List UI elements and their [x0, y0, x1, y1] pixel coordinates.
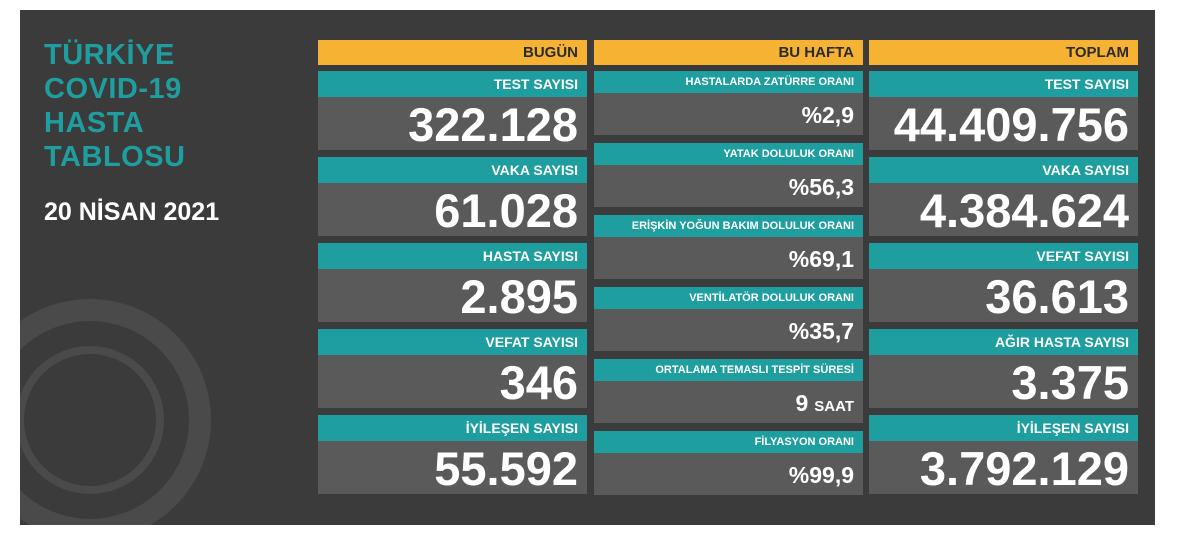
stat-value: %99,9 [594, 453, 863, 495]
stat-value: %2,9 [594, 93, 863, 135]
stat-label: AĞIR HASTA SAYISI [869, 329, 1138, 355]
value-text: %56,3 [788, 174, 854, 200]
emblem [20, 299, 211, 525]
value-text: 3.375 [1011, 356, 1129, 409]
stat-cell: YATAK DOLULUK ORANI %56,3 [594, 143, 863, 207]
stat-value: 36.613 [869, 269, 1138, 323]
stat-cell: İYİLEŞEN SAYISI 3.792.129 [869, 415, 1138, 495]
column: BU HAFTA HASTALARDA ZATÜRRE ORANI %2,9 YATA… [594, 40, 863, 495]
stat-value: 61.028 [318, 183, 587, 237]
value-text: 322.128 [408, 98, 578, 151]
value-text: 36.613 [985, 270, 1129, 323]
stat-label: TEST SAYISI [318, 71, 587, 97]
stat-cell: ORTALAMA TEMASLI TESPİT SÜRESİ 9 SAAT [594, 359, 863, 423]
stat-cell: VAKA SAYISI 61.028 [318, 157, 587, 237]
value-text: 55.592 [434, 442, 578, 495]
stat-cell: HASTA SAYISI 2.895 [318, 243, 587, 323]
stat-label: YATAK DOLULUK ORANI [594, 143, 863, 165]
date: 20 NİSAN 2021 [44, 198, 220, 226]
stat-label: HASTA SAYISI [318, 243, 587, 269]
stat-value: 3.792.129 [869, 441, 1138, 495]
title-line: COVID-19 [44, 73, 182, 105]
stat-label: TEST SAYISI [869, 71, 1138, 97]
stat-cell: FİLYASYON ORANI %99,9 [594, 431, 863, 495]
stat-value: 322.128 [318, 97, 587, 151]
stat-value: %35,7 [594, 309, 863, 351]
stat-cell: VENTİLATÖR DOLULUK ORANI %35,7 [594, 287, 863, 351]
column: TOPLAM TEST SAYISI 44.409.756 VAKA SAYISI 4.… [869, 40, 1138, 495]
stat-label: İYİLEŞEN SAYISI [869, 415, 1138, 441]
column: BUGÜN TEST SAYISI 322.128 VAKA SAYISI 61.028… [318, 40, 587, 495]
title-line: HASTA [44, 107, 145, 139]
value-text: 2.895 [460, 270, 578, 323]
stat-value: %56,3 [594, 165, 863, 207]
stat-label: İYİLEŞEN SAYISI [318, 415, 587, 441]
panel: TÜRKİYE COVID-19 HASTA TABLOSU 20 NİSAN 202… [20, 10, 1155, 525]
stat-label: FİLYASYON ORANI [594, 431, 863, 453]
stat-cell: VEFAT SAYISI 346 [318, 329, 587, 409]
stat-cell: İYİLEŞEN SAYISI 55.592 [318, 415, 587, 495]
value-text: 9 [795, 390, 809, 416]
stat-value: 4.384.624 [869, 183, 1138, 237]
value-text: 4.384.624 [919, 184, 1129, 237]
stat-value: 3.375 [869, 355, 1138, 409]
stat-cell: VEFAT SAYISI 36.613 [869, 243, 1138, 323]
value-text: 3.792.129 [919, 442, 1129, 495]
stat-label: VAKA SAYISI [869, 157, 1138, 183]
title-line: TÜRKİYE [44, 39, 175, 71]
column-header: BU HAFTA [594, 40, 863, 65]
stat-cell: ERİŞKİN YOĞUN BAKIM DOLULUK ORANI %69,1 [594, 215, 863, 279]
value-unit: SAAT [814, 398, 854, 415]
stat-value: 44.409.756 [869, 97, 1138, 151]
value-text: %99,9 [788, 462, 854, 488]
value-text: 346 [499, 356, 578, 409]
value-text: 44.409.756 [893, 98, 1129, 151]
stat-cell: HASTALARDA ZATÜRRE ORANI %2,9 [594, 71, 863, 135]
stat-value: 55.592 [318, 441, 587, 495]
stat-label: VAKA SAYISI [318, 157, 587, 183]
value-text: %69,1 [788, 246, 854, 272]
column-header: TOPLAM [869, 40, 1138, 65]
value-text: 61.028 [434, 184, 578, 237]
title: TÜRKİYE COVID-19 HASTA TABLOSU [44, 38, 186, 174]
stat-label: VENTİLATÖR DOLULUK ORANI [594, 287, 863, 309]
stat-value: %69,1 [594, 237, 863, 279]
title-line: TABLOSU [44, 141, 186, 173]
stat-label: VEFAT SAYISI [869, 243, 1138, 269]
stat-label: ORTALAMA TEMASLI TESPİT SÜRESİ [594, 359, 863, 381]
column-header: BUGÜN [318, 40, 587, 65]
stat-cell: TEST SAYISI 322.128 [318, 71, 587, 151]
value-text: %2,9 [801, 102, 854, 128]
stat-value: 2.895 [318, 269, 587, 323]
stat-label: ERİŞKİN YOĞUN BAKIM DOLULUK ORANI [594, 215, 863, 237]
stat-label: VEFAT SAYISI [318, 329, 587, 355]
stat-cell: VAKA SAYISI 4.384.624 [869, 157, 1138, 237]
value-text: %35,7 [788, 318, 854, 344]
stat-cell: AĞIR HASTA SAYISI 3.375 [869, 329, 1138, 409]
stat-cell: TEST SAYISI 44.409.756 [869, 71, 1138, 151]
stat-value: 346 [318, 355, 587, 409]
stat-label: HASTALARDA ZATÜRRE ORANI [594, 71, 863, 93]
stat-value: 9 SAAT [594, 381, 863, 423]
